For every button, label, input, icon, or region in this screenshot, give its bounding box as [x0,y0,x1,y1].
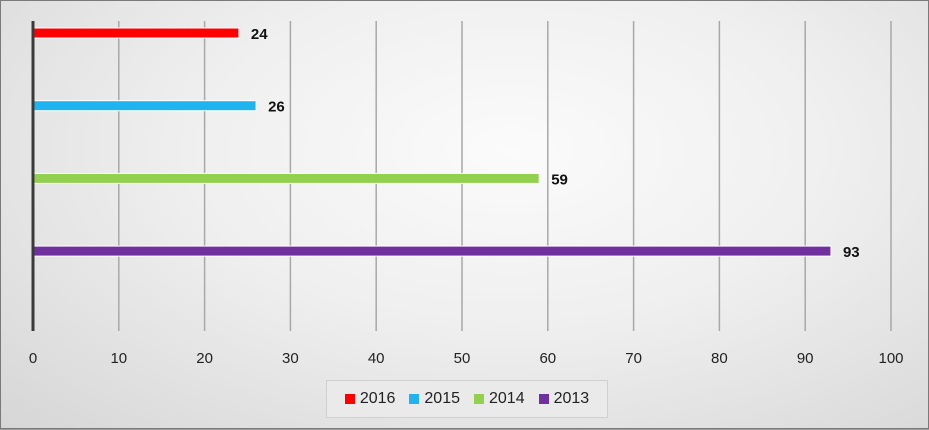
legend-label: 2015 [424,390,460,407]
x-tick-label: 20 [196,350,213,367]
bars [32,27,832,257]
legend-item-2013: 2013 [538,390,590,408]
legend-item-2016: 2016 [344,390,396,408]
data-label-2013: 93 [843,244,860,261]
x-tick-label: 40 [368,350,385,367]
x-tick-label: 0 [29,350,37,367]
legend-swatch [344,394,355,404]
x-tick-label: 30 [282,350,299,367]
bar-2016 [32,27,240,39]
legend-item-2014: 2014 [474,390,525,408]
bar-2013 [32,245,832,257]
x-tick-label: 90 [797,350,814,367]
x-tick-label: 50 [454,350,471,367]
x-tick-label: 80 [711,350,728,367]
legend-label: 2013 [553,390,590,407]
legend-item-2015: 2015 [409,390,460,408]
bar-2015 [32,100,257,112]
legend-swatch [474,394,484,404]
legend-label: 2016 [359,390,396,407]
x-tick-label: 60 [539,350,556,367]
legend: 2016 2015 2014 2013 [326,380,608,418]
legend-label: 2014 [489,390,525,407]
legend-swatch [538,394,549,404]
x-tick-label: 100 [878,350,903,367]
legend-swatch [409,394,420,404]
bar-2014 [32,172,540,184]
data-label-2016: 24 [251,26,268,43]
data-label-2015: 26 [268,99,285,116]
data-labels: 24 26 59 93 [251,26,860,261]
x-tick-labels: 0 10 20 30 40 50 60 70 80 90 100 [29,350,904,367]
data-label-2014: 59 [551,171,568,188]
x-tick-label: 70 [625,350,642,367]
x-tick-label: 10 [110,350,127,367]
